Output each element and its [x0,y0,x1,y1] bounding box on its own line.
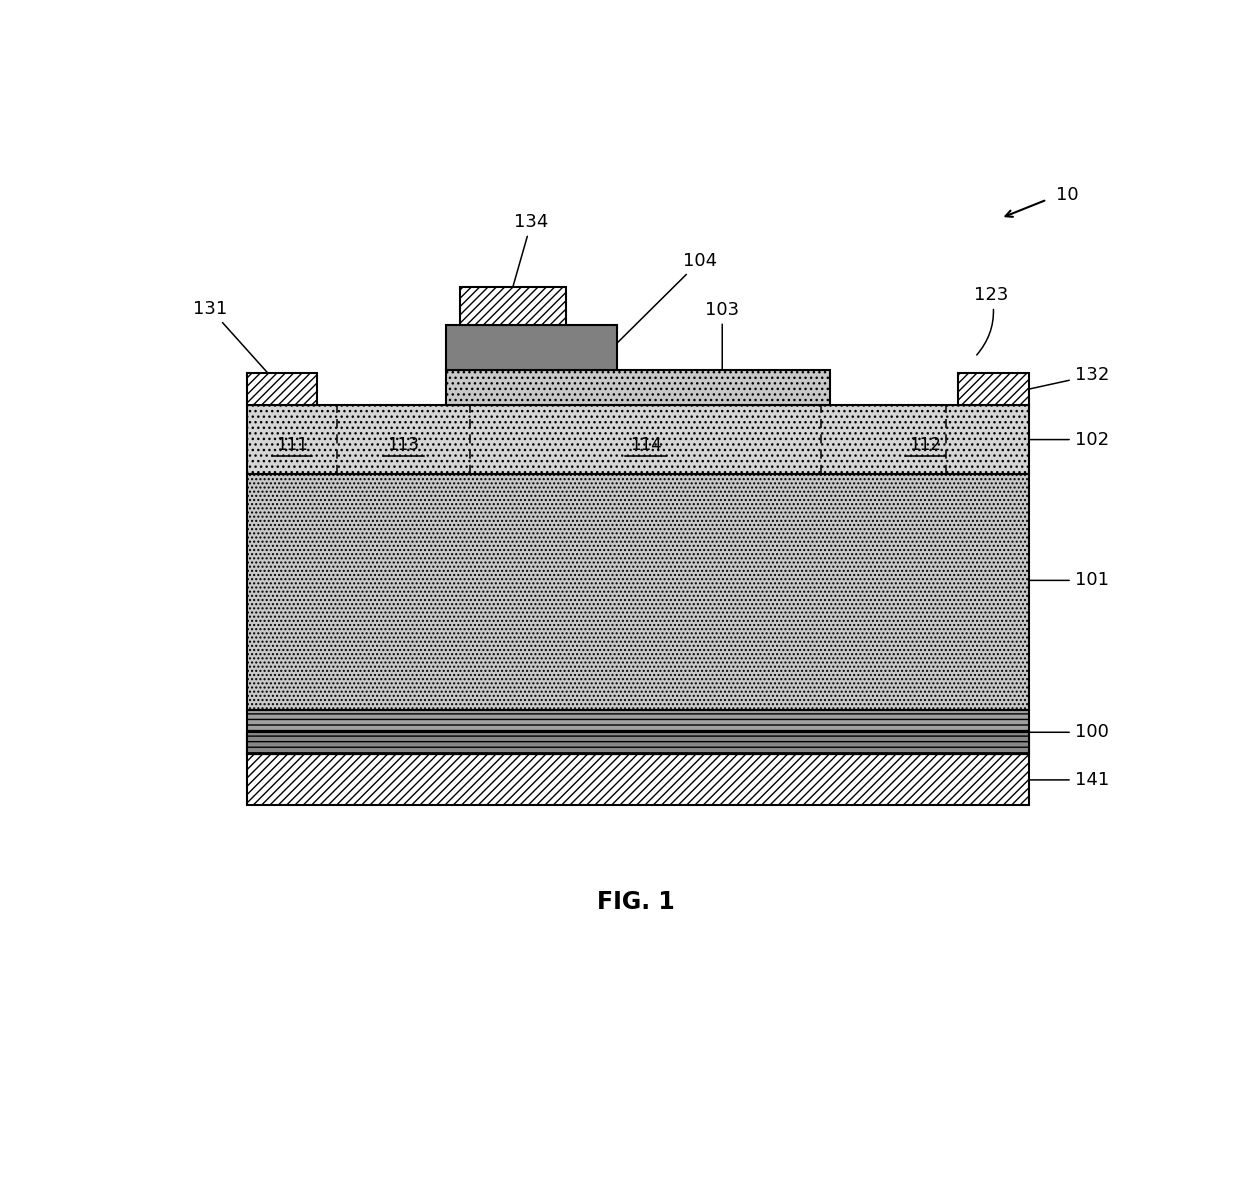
Text: 101: 101 [1028,572,1109,590]
Text: 103: 103 [706,300,739,370]
Bar [247,374,317,405]
Text: 131: 131 [193,300,268,374]
Bar [446,370,830,405]
Bar [247,474,1028,710]
Text: 112: 112 [909,436,941,454]
Bar [247,733,1028,754]
Bar [959,374,1028,405]
Text: 111: 111 [277,436,308,454]
Text: 114: 114 [630,436,661,454]
Bar [446,325,618,370]
Text: 123: 123 [975,286,1008,355]
Text: 104: 104 [618,252,717,343]
Bar [460,287,567,325]
Text: 134: 134 [513,213,548,287]
Text: 102: 102 [1028,431,1109,449]
Text: 113: 113 [387,436,419,454]
Bar [247,754,1028,806]
Text: 141: 141 [1028,771,1109,789]
Text: 100: 100 [1028,723,1109,741]
Text: 132: 132 [1028,366,1109,389]
Bar [247,405,1028,474]
Text: 10: 10 [1056,186,1079,204]
Text: FIG. 1: FIG. 1 [596,890,675,914]
Bar [247,710,1028,754]
